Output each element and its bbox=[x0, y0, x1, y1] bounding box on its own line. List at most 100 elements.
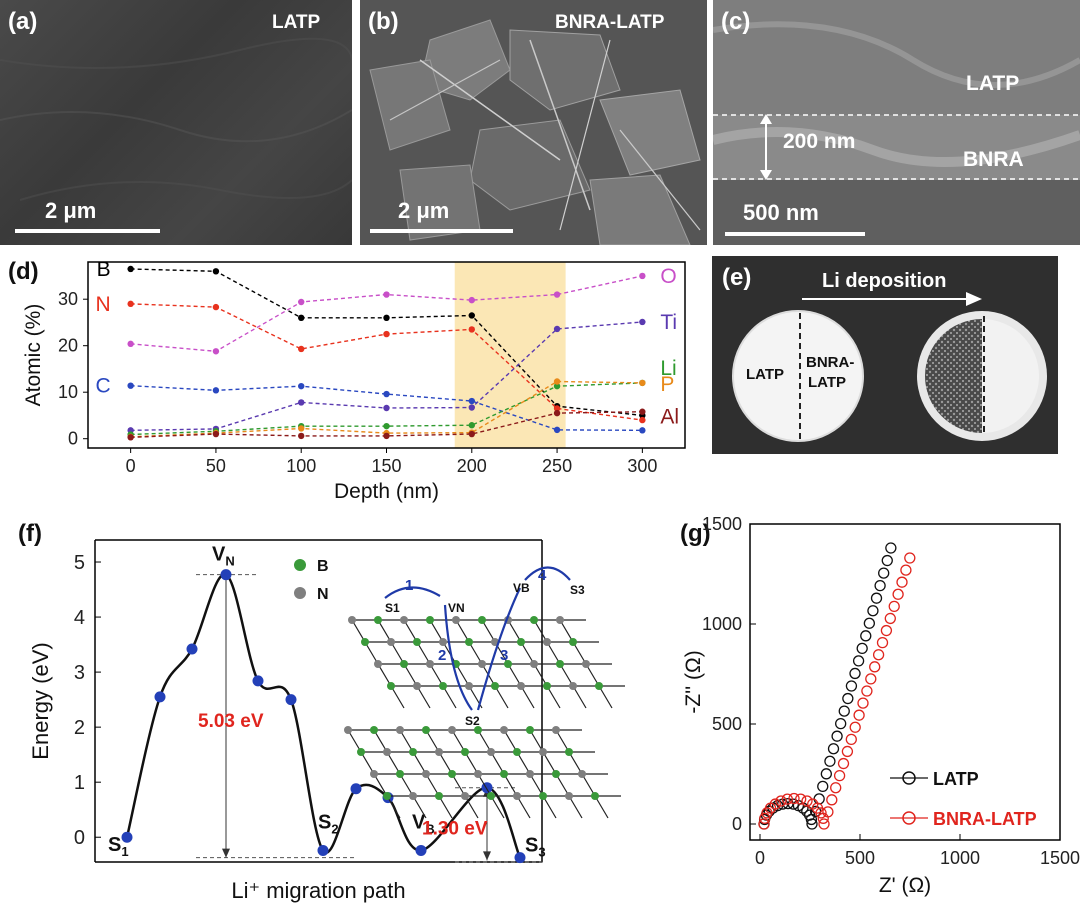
panel-label-g: (g) bbox=[680, 520, 711, 547]
lattice-atom bbox=[474, 770, 482, 778]
li-deposition-label: Li deposition bbox=[822, 270, 947, 292]
legend-label-n: N bbox=[317, 586, 329, 603]
bn-lattice-inset: 1 2 3 4 S1 VN S2 VB S3 bbox=[344, 566, 625, 819]
sem-flakes bbox=[360, 0, 707, 245]
sem-image-latp: (a) LATP 2 μm bbox=[0, 0, 352, 245]
data-point-li bbox=[553, 382, 561, 390]
lattice-bond bbox=[403, 619, 418, 643]
nyquist-point-latp bbox=[817, 780, 829, 793]
data-point-o bbox=[468, 296, 475, 304]
lattice-atom bbox=[374, 660, 382, 668]
energy-point bbox=[514, 852, 526, 864]
lattice-atom bbox=[526, 726, 534, 734]
lattice-atom bbox=[543, 638, 551, 646]
nyquist-point-bnra-latp bbox=[781, 793, 793, 805]
lattice-atom bbox=[517, 682, 525, 690]
path-label-2: 2 bbox=[438, 647, 446, 664]
sample-name-bnra-latp: BNRA-LATP bbox=[555, 12, 665, 33]
y-tick-label: 3 bbox=[74, 662, 85, 684]
photo-scene bbox=[732, 292, 1047, 442]
lattice-bond bbox=[520, 641, 535, 665]
y-tick-label: 500 bbox=[712, 714, 742, 734]
lattice-atom bbox=[396, 726, 404, 734]
data-point-c bbox=[639, 427, 646, 434]
lattice-bond bbox=[507, 619, 522, 643]
barrier-label-2: 1.30 eV bbox=[422, 818, 488, 839]
data-point-al bbox=[127, 434, 134, 441]
lattice-atom bbox=[491, 682, 499, 690]
lattice-bond bbox=[503, 773, 518, 797]
lattice-atom bbox=[452, 616, 460, 624]
lattice-bond bbox=[490, 751, 505, 775]
lattice-atom bbox=[374, 616, 382, 624]
lattice-bond bbox=[559, 619, 574, 643]
plot-frame bbox=[87, 261, 686, 449]
nyquist-point-bnra-latp bbox=[857, 697, 869, 709]
lattice-bond bbox=[351, 619, 366, 643]
data-point-b bbox=[383, 314, 390, 321]
nyquist-point-latp bbox=[831, 730, 843, 742]
series-label-ti: Ti bbox=[660, 311, 677, 334]
chart-energy-profile: 0 1 2 3 4 5 Li⁺ migration path Energy (eV) S1 VN S… bbox=[28, 539, 625, 903]
nyquist-point-bnra-latp bbox=[853, 709, 865, 721]
lattice-bond bbox=[403, 663, 418, 687]
lattice-bond bbox=[598, 685, 613, 709]
scale-bar-a bbox=[15, 229, 160, 233]
data-point-b bbox=[212, 268, 220, 275]
lattice-bond bbox=[412, 751, 427, 775]
lattice-atom bbox=[595, 682, 603, 690]
legend-marker-bnra-latp bbox=[902, 811, 916, 825]
energy-point bbox=[350, 783, 362, 795]
data-point-li bbox=[383, 422, 390, 430]
data-point-ti bbox=[298, 399, 305, 406]
lattice-atom bbox=[426, 660, 434, 668]
data-point-p bbox=[639, 379, 646, 387]
series-label-c: C bbox=[95, 375, 110, 398]
nyquist-point-latp bbox=[881, 554, 893, 567]
lattice-atom bbox=[569, 682, 577, 690]
lattice-atom bbox=[413, 638, 421, 646]
lattice-bond bbox=[572, 641, 587, 665]
legend-marker-n bbox=[294, 587, 306, 599]
lattice-atom bbox=[582, 660, 590, 668]
lattice-atom bbox=[556, 616, 564, 624]
lattice-bond bbox=[451, 729, 466, 753]
lattice-atom bbox=[461, 792, 469, 800]
path-arrow-2 bbox=[443, 604, 473, 711]
data-point-b bbox=[127, 265, 134, 273]
lattice-atom bbox=[465, 682, 473, 690]
lattice-bond bbox=[442, 641, 457, 665]
lattice-bond bbox=[555, 729, 570, 753]
nyquist-point-bnra-latp bbox=[872, 649, 885, 661]
lattice-bond bbox=[546, 685, 561, 709]
lattice-bond bbox=[481, 619, 496, 643]
lattice-atom bbox=[517, 638, 525, 646]
lattice-atom bbox=[565, 748, 573, 756]
nyquist-point-bnra-latp bbox=[876, 636, 889, 649]
nyquist-point-bnra-latp bbox=[788, 792, 800, 805]
energy-point bbox=[252, 675, 264, 687]
nyquist-point-bnra-latp bbox=[845, 733, 857, 746]
x-tick-label: 0 bbox=[126, 456, 136, 476]
lattice-atom bbox=[513, 748, 521, 756]
panel-label-f: (f) bbox=[18, 520, 42, 547]
lattice-atom bbox=[478, 660, 486, 668]
lattice-bond bbox=[516, 751, 531, 775]
lattice-atom bbox=[422, 770, 430, 778]
data-point-p bbox=[298, 425, 305, 432]
panel-label-b: (b) bbox=[368, 8, 399, 35]
y-tick-label: 0 bbox=[74, 827, 85, 849]
energy-point bbox=[154, 691, 166, 703]
data-point-n bbox=[212, 303, 220, 311]
lattice-bond bbox=[416, 641, 431, 665]
y-tick-label: 30 bbox=[58, 289, 78, 309]
lattice-bond bbox=[516, 795, 531, 819]
data-point-b bbox=[298, 314, 305, 321]
y-tick-label: 4 bbox=[74, 607, 85, 629]
nyquist-point-latp bbox=[824, 755, 836, 767]
x-axis-label: Z' (Ω) bbox=[879, 874, 931, 897]
nyquist-point-bnra-latp bbox=[818, 818, 830, 830]
nyquist-point-bnra-latp bbox=[833, 769, 846, 782]
lattice-bond bbox=[455, 619, 470, 643]
legend-marker-b bbox=[294, 559, 306, 571]
